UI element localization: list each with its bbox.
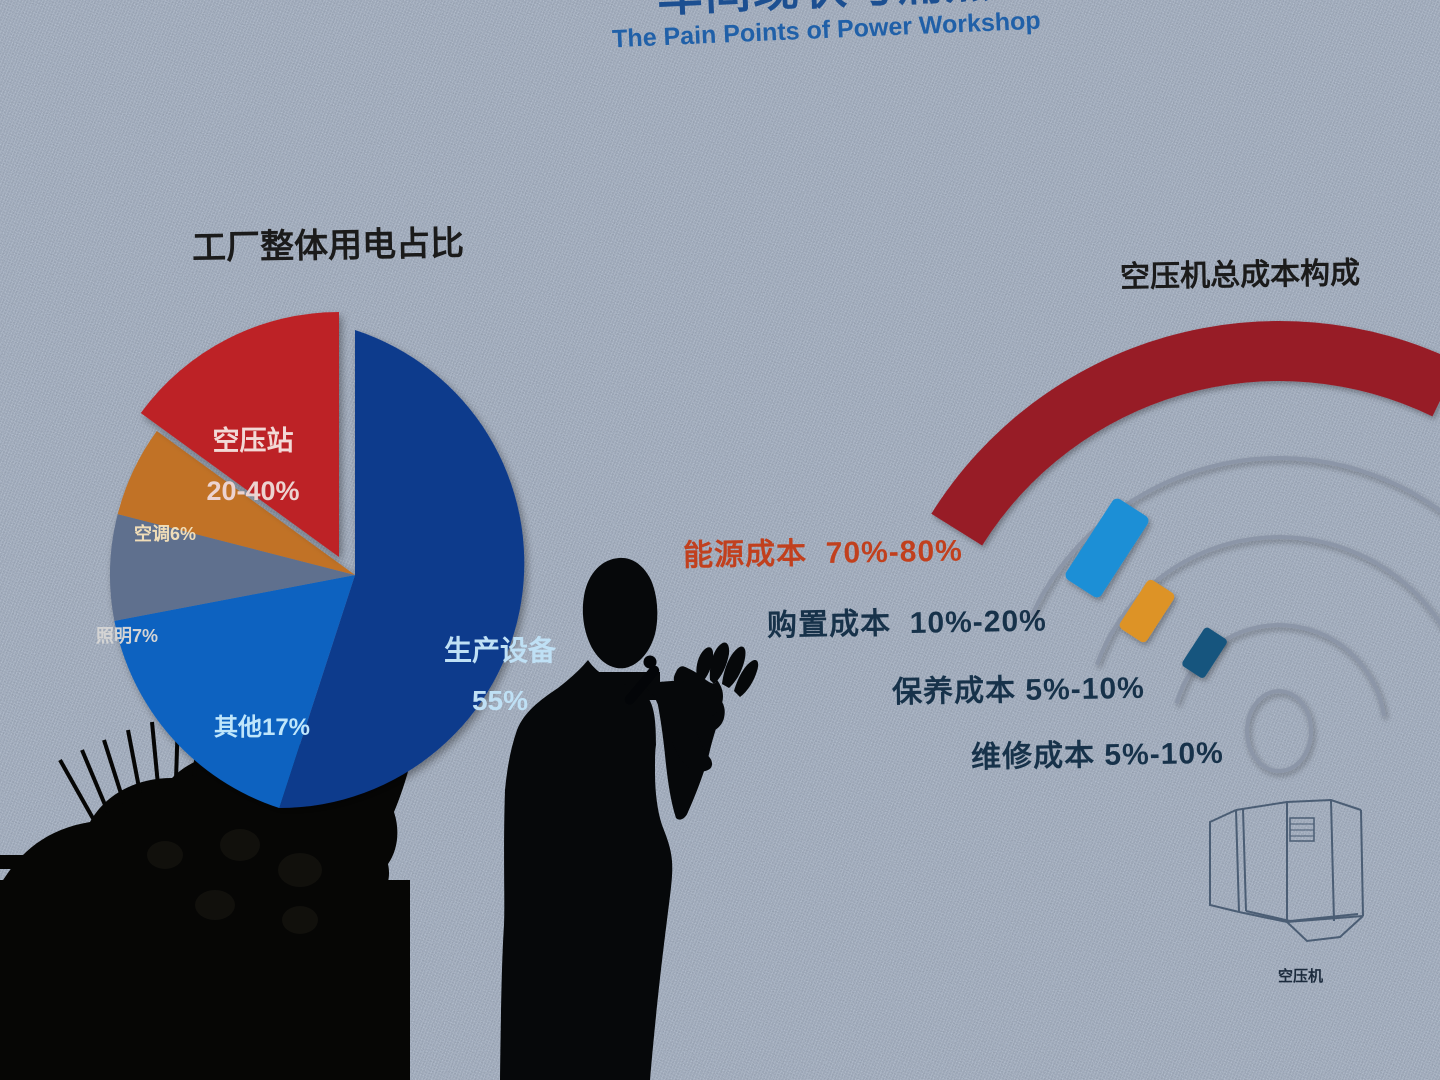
svg-text:空压站: 空压站 xyxy=(213,425,294,456)
svg-text:20-40%: 20-40% xyxy=(206,476,299,506)
svg-text:生产设备: 生产设备 xyxy=(444,635,557,666)
svg-text:其他17%: 其他17% xyxy=(214,714,310,741)
svg-text:照明7%: 照明7% xyxy=(96,626,158,646)
svg-text:55%: 55% xyxy=(472,685,528,716)
svg-text:空调6%: 空调6% xyxy=(134,523,196,544)
